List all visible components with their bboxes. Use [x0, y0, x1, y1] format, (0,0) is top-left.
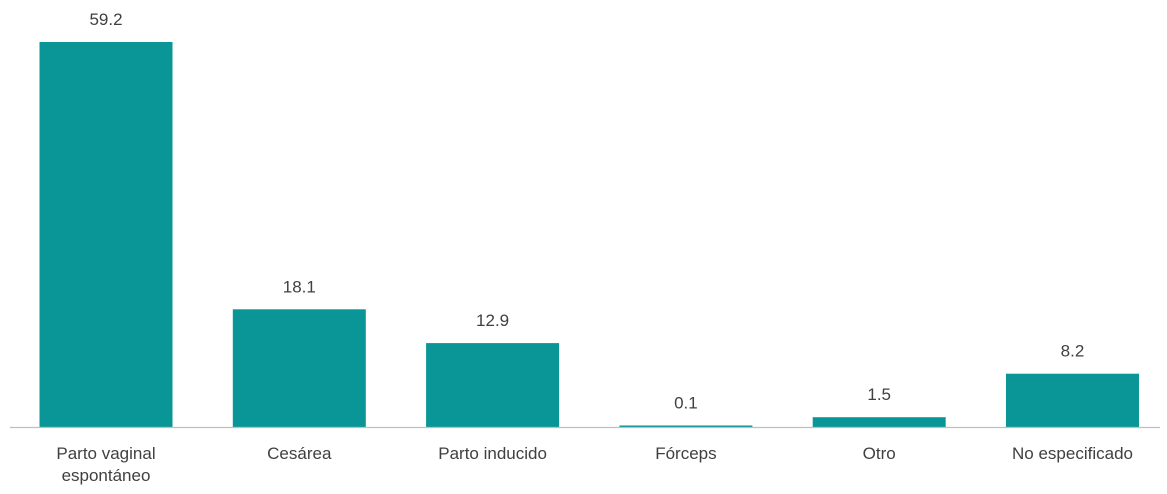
category-label-line: Parto inducido — [438, 444, 547, 463]
category-labels-layer: Parto vaginal espontáneo Cesárea Parto indu… — [56, 444, 1133, 485]
bar — [1006, 373, 1139, 427]
bar — [39, 42, 173, 427]
bar-value-label: 1.5 — [867, 385, 891, 404]
category-label: Cesárea — [267, 444, 332, 463]
bar-value-label: 59.2 — [89, 10, 122, 29]
category-label: Otro — [863, 444, 896, 463]
category-label-line: No especificado — [1012, 444, 1133, 463]
bar — [812, 417, 946, 427]
category-label-line: Cesárea — [267, 444, 332, 463]
value-labels-layer: 59.2 18.1 12.9 0.1 1.5 8.2 — [89, 10, 1084, 413]
category-label: Parto inducido — [438, 444, 547, 463]
bar-value-label: 8.2 — [1061, 342, 1085, 361]
bar — [619, 425, 753, 427]
category-label: Parto vaginal espontáneo — [56, 444, 155, 485]
bar — [232, 309, 366, 427]
category-label-line: espontáneo — [62, 466, 151, 485]
bar-value-label: 12.9 — [476, 311, 509, 330]
category-label-line: Otro — [863, 444, 896, 463]
bars-layer — [39, 42, 1139, 427]
category-label: Fórceps — [655, 444, 716, 463]
bar — [426, 343, 560, 427]
category-label-line: Fórceps — [655, 444, 716, 463]
bar-value-label: 18.1 — [283, 277, 316, 296]
category-label: No especificado — [1012, 444, 1133, 463]
category-label-line: Parto vaginal — [56, 444, 155, 463]
bar-value-label: 0.1 — [674, 394, 698, 413]
